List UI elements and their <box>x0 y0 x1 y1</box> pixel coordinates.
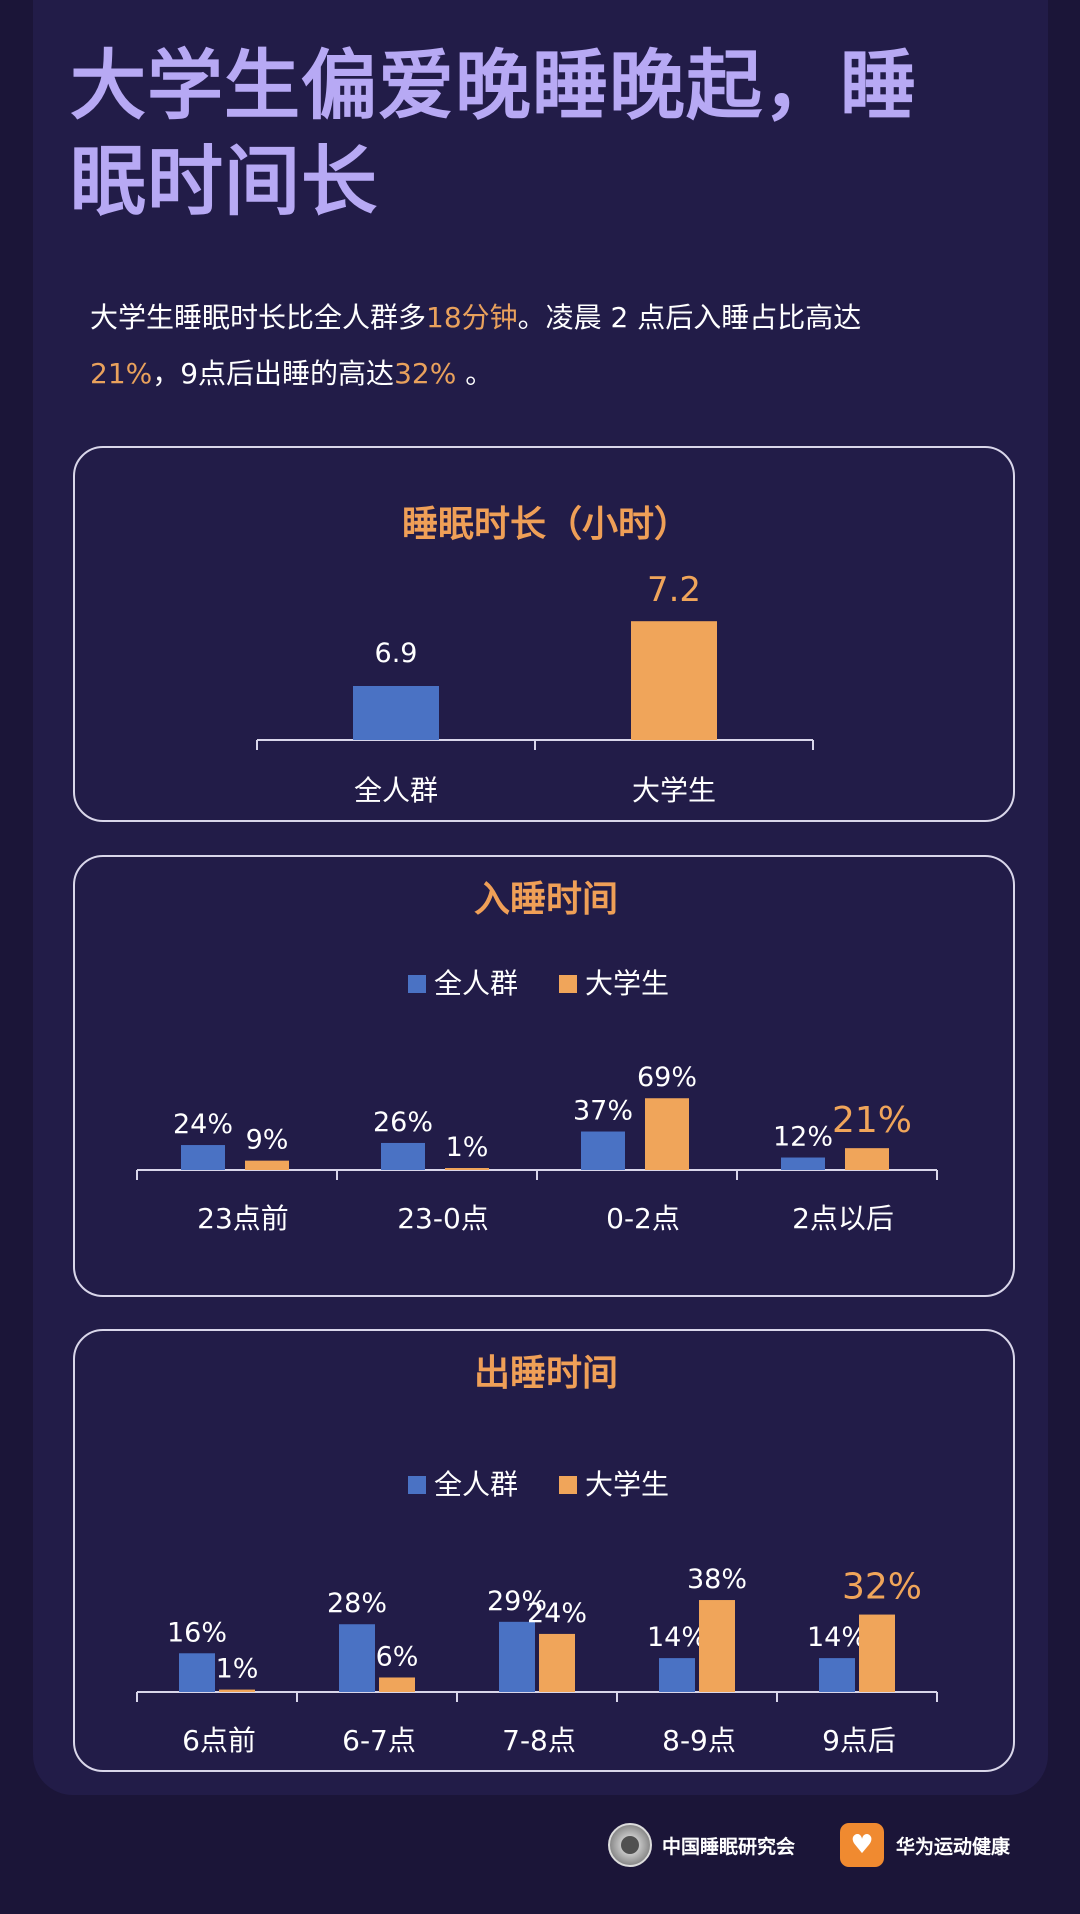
wake-time-panel: 出睡时间全人群 大学生 16% 1% 6点前 28% 6% 6-7点 29% 24% 7-8点 14%… <box>73 1329 1015 1772</box>
data-label: 24% <box>527 1598 587 1629</box>
data-label: 32% <box>842 1567 922 1608</box>
bar-students-6点前 <box>219 1689 255 1692</box>
footer-org1: 中国睡眠研究会 <box>608 1818 795 1872</box>
bar-all-7-8点 <box>499 1621 535 1692</box>
bar-all-2点以后 <box>781 1157 825 1170</box>
bar-全人群 <box>353 686 439 740</box>
data-label: 1% <box>446 1132 489 1163</box>
legend-swatch-students <box>559 1476 577 1494</box>
legend-swatch-all <box>408 975 426 993</box>
bar-students-6-7点 <box>379 1677 415 1692</box>
x-tick-label: 6-7点 <box>342 1724 416 1757</box>
x-tick-label: 23点前 <box>197 1202 289 1235</box>
bar-students-2点以后 <box>845 1148 889 1170</box>
data-label: 6.9 <box>375 638 418 669</box>
legend-swatch-students <box>559 975 577 993</box>
sleep-duration-chart: 睡眠时长（小时） 6.9 全人群 7.2 大学生 <box>256 504 814 807</box>
bar-students-7-8点 <box>539 1633 575 1692</box>
data-label: 12% <box>773 1122 833 1153</box>
x-tick-label: 7-8点 <box>502 1724 576 1757</box>
data-label: 28% <box>327 1588 387 1619</box>
intro-text: 大学生睡眠时长比全人群多18分钟。凌晨 2 点后入睡占比高达 21%，9点后出睡的… <box>90 290 990 402</box>
bar-all-6点前 <box>179 1653 215 1692</box>
x-tick-label: 2点以后 <box>792 1202 894 1235</box>
legend-label: 全人群 <box>434 1468 518 1501</box>
bar-all-8-9点 <box>659 1658 695 1692</box>
x-tick-label: 0-2点 <box>606 1202 680 1235</box>
legend-label: 大学生 <box>585 1468 669 1501</box>
huawei-health-logo-icon: ♥ <box>840 1823 884 1867</box>
intro-highlight-late-wake: 32% <box>394 357 457 390</box>
x-tick-label: 23-0点 <box>397 1202 489 1235</box>
legend-label: 全人群 <box>434 967 518 1000</box>
chart-title: 睡眠时长（小时） <box>402 504 690 545</box>
data-label: 1% <box>216 1654 259 1685</box>
data-label: 16% <box>167 1617 227 1648</box>
data-label: 26% <box>373 1107 433 1138</box>
page-title: 大学生偏爱晚睡晚起，睡眠时间长 <box>70 41 917 226</box>
x-tick-label: 8-9点 <box>662 1724 736 1757</box>
footer-org2: ♥ 华为运动健康 <box>840 1818 1010 1872</box>
data-label: 7.2 <box>647 570 701 610</box>
bedtime-panel: 入睡时间全人群 大学生 24% 9% 23点前 26% 1% 23-0点 37% 69% 0-2点 1… <box>73 855 1015 1297</box>
x-tick-label: 大学生 <box>632 774 716 807</box>
data-label: 69% <box>637 1062 697 1093</box>
data-label: 21% <box>832 1100 912 1141</box>
legend-label: 大学生 <box>585 967 669 1000</box>
data-label: 29% <box>487 1586 547 1617</box>
x-tick-label: 全人群 <box>354 774 438 807</box>
data-label: 24% <box>173 1109 233 1140</box>
bar-students-0-2点 <box>645 1098 689 1170</box>
bar-students-23点前 <box>245 1160 289 1170</box>
chart-title: 出睡时间 <box>474 1353 618 1394</box>
intro-text-2: 。凌晨 2 点后入睡占比高达 <box>517 301 862 334</box>
bar-all-23-0点 <box>381 1142 425 1170</box>
content-card <box>33 0 1048 1795</box>
intro-text-1: 大学生睡眠时长比全人群多 <box>90 301 427 334</box>
bar-students-23-0点 <box>445 1168 489 1170</box>
footer-org2-label: 华为运动健康 <box>896 1835 1011 1858</box>
data-label: 6% <box>376 1641 419 1672</box>
data-label: 37% <box>573 1096 633 1127</box>
bar-大学生 <box>631 621 717 740</box>
data-label: 14% <box>807 1622 867 1653</box>
sleep-society-logo-icon <box>608 1823 652 1867</box>
data-label: 9% <box>246 1125 289 1156</box>
intro-text-3: ，9点后出睡的高达 <box>152 357 395 390</box>
bar-students-8-9点 <box>699 1600 735 1692</box>
sleep-duration-panel: 睡眠时长（小时） 6.9 全人群 7.2 大学生 <box>73 446 1015 822</box>
intro-text-4: 。 <box>456 357 494 390</box>
bar-all-9点后 <box>819 1658 855 1692</box>
legend-swatch-all <box>408 1476 426 1494</box>
chart-title: 入睡时间 <box>474 879 618 920</box>
x-tick-label: 6点前 <box>182 1724 256 1757</box>
bar-all-0-2点 <box>581 1131 625 1170</box>
footer-org1-label: 中国睡眠研究会 <box>662 1835 796 1858</box>
data-label: 14% <box>647 1622 707 1653</box>
intro-highlight-late-sleep: 21% <box>90 357 153 390</box>
bar-students-9点后 <box>859 1614 895 1692</box>
data-label: 38% <box>687 1564 747 1595</box>
bar-all-23点前 <box>181 1145 225 1170</box>
x-tick-label: 9点后 <box>822 1724 896 1757</box>
bar-all-6-7点 <box>339 1624 375 1692</box>
intro-highlight-minutes: 18分钟 <box>426 301 518 334</box>
